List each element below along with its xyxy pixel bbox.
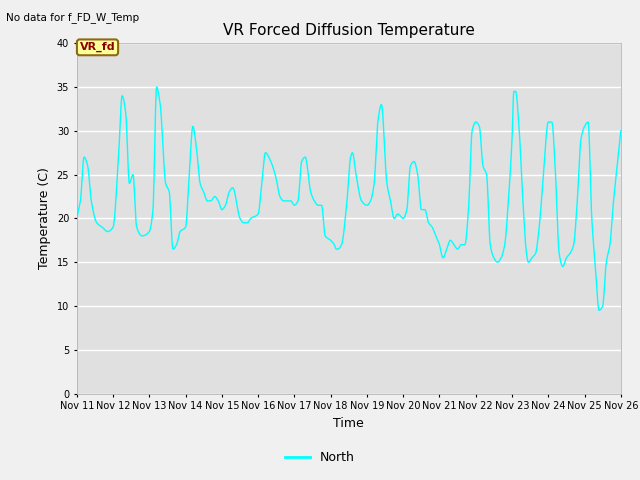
X-axis label: Time: Time [333,417,364,430]
Legend: North: North [280,446,360,469]
Text: No data for f_FD_W_Temp: No data for f_FD_W_Temp [6,12,140,23]
Title: VR Forced Diffusion Temperature: VR Forced Diffusion Temperature [223,23,475,38]
Text: VR_fd: VR_fd [80,42,115,52]
Y-axis label: Temperature (C): Temperature (C) [38,168,51,269]
